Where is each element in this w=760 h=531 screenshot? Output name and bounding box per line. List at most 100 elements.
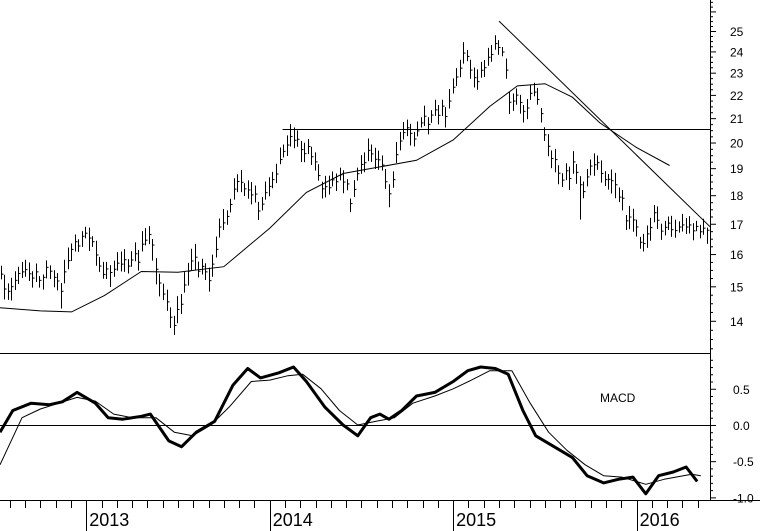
ohlc-bar bbox=[453, 78, 456, 94]
ohlc-bar bbox=[410, 123, 413, 146]
ohlc-bar bbox=[583, 181, 586, 199]
ohlc-bar bbox=[315, 152, 318, 171]
ohlc-bar bbox=[212, 254, 215, 277]
ohlc-bar bbox=[491, 44, 494, 62]
ohlc-bar bbox=[184, 272, 187, 293]
ohlc-bar bbox=[216, 236, 219, 258]
ohlc-bar bbox=[442, 99, 445, 117]
ohlc-bar bbox=[167, 289, 170, 311]
ohlc-bar bbox=[336, 173, 339, 192]
ohlc-bar bbox=[375, 147, 378, 169]
ohlc-bar bbox=[506, 58, 509, 79]
ohlc-bar bbox=[371, 144, 374, 162]
ohlc-bar bbox=[400, 131, 403, 151]
ohlc-bar bbox=[241, 170, 244, 193]
ohlc-bar bbox=[551, 150, 554, 169]
ohlc-bar bbox=[569, 166, 572, 190]
ohlc-bar bbox=[92, 236, 95, 247]
ohlc-bar bbox=[89, 227, 92, 251]
ohlc-bar bbox=[435, 99, 438, 117]
price-panel bbox=[0, 20, 711, 335]
ohlc-bar bbox=[537, 87, 540, 105]
year-label: 2016 bbox=[640, 510, 680, 530]
ohlc-bar bbox=[39, 276, 42, 288]
ohlc-bar bbox=[110, 265, 113, 287]
ohlc-bar bbox=[198, 261, 201, 278]
ohlc-bar bbox=[520, 94, 523, 114]
ohlc-bar bbox=[181, 294, 184, 315]
ohlc-bar bbox=[322, 181, 325, 199]
price-tick-label: 21 bbox=[730, 112, 744, 126]
ohlc-bar bbox=[467, 49, 470, 62]
ohlc-bar bbox=[354, 180, 357, 198]
ohlc-bar bbox=[25, 259, 28, 277]
price-tick-label: 23 bbox=[730, 67, 744, 81]
ohlc-bar bbox=[700, 224, 703, 239]
ohlc-bar bbox=[340, 167, 343, 181]
price-tick-label: 15 bbox=[730, 280, 744, 294]
ohlc-bar bbox=[170, 307, 173, 328]
ohlc-bar bbox=[611, 169, 614, 194]
ohlc-bar bbox=[32, 271, 35, 288]
macd-line bbox=[0, 365, 699, 496]
ohlc-bar bbox=[403, 121, 406, 140]
ohlc-bar bbox=[417, 121, 420, 137]
ohlc-bar bbox=[50, 265, 53, 280]
ohlc-bar bbox=[516, 88, 519, 105]
ohlc-bar bbox=[149, 226, 152, 245]
price-tick-label: 24 bbox=[730, 45, 744, 59]
ohlc-bar bbox=[548, 134, 551, 157]
ohlc-bar bbox=[329, 175, 332, 195]
ohlc-bar bbox=[227, 210, 230, 225]
ohlc-bar bbox=[449, 89, 452, 109]
ohlc-bar bbox=[29, 262, 32, 282]
ohlc-bar bbox=[657, 206, 660, 230]
ohlc-bar bbox=[287, 135, 290, 156]
ohlc-bar bbox=[675, 219, 678, 238]
ohlc-bar bbox=[177, 296, 180, 324]
ohlc-bar bbox=[202, 258, 205, 275]
ohlc-bar bbox=[513, 93, 516, 111]
price-tick-label: 19 bbox=[730, 162, 744, 176]
macd-panel: MACD bbox=[0, 365, 710, 496]
ohlc-bar bbox=[195, 243, 198, 270]
ohlc-bar bbox=[99, 256, 102, 272]
ohlc-bar bbox=[301, 141, 304, 162]
ohlc-bar bbox=[650, 217, 653, 241]
ohlc-bar bbox=[156, 258, 159, 285]
ohlc-bar bbox=[290, 124, 293, 147]
ohlc-bar bbox=[15, 271, 18, 290]
ohlc-bar bbox=[629, 205, 632, 230]
ohlc-bar bbox=[343, 170, 346, 194]
ohlc-bar bbox=[668, 216, 671, 230]
ohlc-bar bbox=[608, 173, 611, 190]
ohlc-bar bbox=[484, 60, 487, 78]
ohlc-bar bbox=[188, 262, 191, 286]
price-tick-label: 20 bbox=[730, 137, 744, 151]
ohlc-bar bbox=[64, 259, 67, 284]
ohlc-bar bbox=[665, 220, 668, 236]
ohlc-bar bbox=[647, 225, 650, 248]
ohlc-bar bbox=[488, 47, 491, 66]
ohlc-bar bbox=[696, 220, 699, 232]
ohlc-bar bbox=[36, 263, 39, 282]
ohlc-bar bbox=[251, 182, 254, 205]
ohlc-bar bbox=[558, 165, 561, 185]
ohlc-bar bbox=[117, 252, 120, 271]
ohlc-bar bbox=[163, 283, 166, 301]
ohlc-bar bbox=[297, 130, 300, 147]
ohlc-bar bbox=[474, 67, 477, 88]
ohlc-bar bbox=[689, 216, 692, 234]
ohlc-bar bbox=[269, 177, 272, 197]
ohlc-bar bbox=[619, 187, 622, 203]
ohlc-bar bbox=[350, 198, 353, 213]
ohlc-bar bbox=[555, 148, 558, 173]
ohlc-bar bbox=[477, 69, 480, 90]
ohlc-bar bbox=[615, 172, 618, 199]
ohlc-bar bbox=[590, 159, 593, 176]
ohlc-bar bbox=[18, 266, 21, 284]
ohlc-bar bbox=[594, 153, 597, 176]
ohlc-bar bbox=[605, 171, 608, 186]
ohlc-bar bbox=[294, 127, 297, 149]
ohlc-bar bbox=[145, 228, 148, 246]
